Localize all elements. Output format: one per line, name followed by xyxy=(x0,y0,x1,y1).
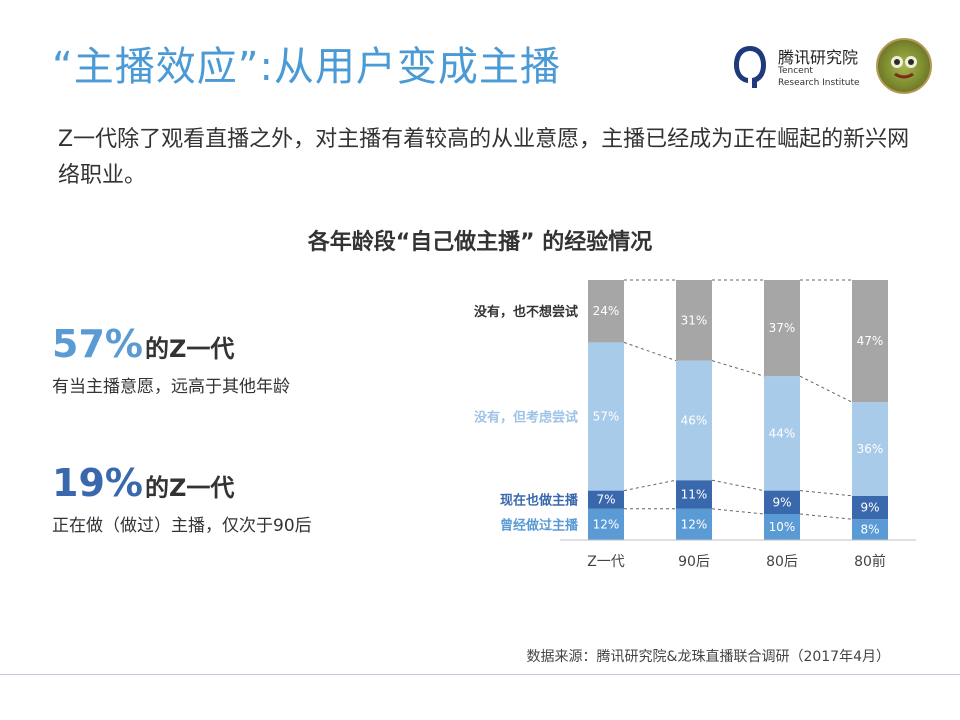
value-label: 46% xyxy=(681,413,708,427)
legend-label: 曾经做过主播 xyxy=(500,517,579,533)
legend-label: 现在也做主播 xyxy=(500,493,579,509)
value-label: 12% xyxy=(681,517,708,531)
connector-line xyxy=(799,513,853,520)
avatar-badge xyxy=(876,38,932,94)
stat-1-headline: 57%的Z一代 xyxy=(52,322,234,366)
bar-segment xyxy=(852,495,888,520)
logo-cn-name: 腾讯研究院 xyxy=(778,48,859,67)
bar-segment xyxy=(588,490,624,509)
tencent-research-logo: 腾讯研究院 Tencent Research Institute xyxy=(730,38,932,94)
bar-segment xyxy=(852,519,888,540)
stat-2-suffix: 的Z一代 xyxy=(144,474,235,502)
bar-segment xyxy=(852,280,888,403)
bar-segment xyxy=(676,280,712,361)
bar-segment xyxy=(764,490,800,514)
bar-segment xyxy=(764,376,800,491)
bar-segment xyxy=(764,514,800,540)
bar-segment xyxy=(676,480,712,509)
logo-en-line1: Tencent xyxy=(778,66,813,76)
stat-2-desc: 正在做（做过）主播，仅次于90后 xyxy=(52,516,312,536)
value-label: 7% xyxy=(596,493,615,507)
category-label: 80前 xyxy=(854,553,886,570)
connector-line xyxy=(799,490,853,497)
value-label: 36% xyxy=(857,442,884,456)
bar-segment xyxy=(676,360,712,481)
connector-line xyxy=(711,479,765,492)
description-text: Z一代除了观看直播之外，对主播有着较高的从业意愿，主播已经成为正在崛起的新兴网络… xyxy=(58,127,910,188)
connector-line xyxy=(799,375,853,403)
source-note: 数据来源：腾讯研究院&龙珠直播联合调研（2017年4月） xyxy=(526,649,890,665)
category-label: 90后 xyxy=(678,554,710,570)
chart-title: 各年龄段“自己做主播” 的经验情况 xyxy=(307,230,653,255)
value-label: 24% xyxy=(593,304,620,318)
bar-segment xyxy=(588,342,624,491)
value-label: 9% xyxy=(772,495,791,509)
connector-line xyxy=(711,508,765,515)
connector-line xyxy=(623,479,677,492)
stat-2-headline: 19%的Z一代 xyxy=(52,461,234,505)
value-label: 47% xyxy=(857,334,884,348)
value-label: 12% xyxy=(593,517,620,531)
bar-segment xyxy=(588,508,624,540)
mascot-icon xyxy=(891,56,917,79)
stat-1-desc: 有当主播意愿，远高于其他年龄 xyxy=(52,377,290,397)
connector-line xyxy=(623,341,677,362)
logo-mark-icon xyxy=(734,46,766,88)
bar-segment xyxy=(588,280,624,343)
connector-line xyxy=(711,360,765,377)
bottom-divider xyxy=(0,674,960,675)
stat-1-value: 57% xyxy=(52,322,143,366)
category-label: 80后 xyxy=(766,554,798,570)
legend-label: 没有，也不想尝试 xyxy=(474,304,578,320)
stat-2-value: 19% xyxy=(52,461,143,505)
bar-segment xyxy=(676,508,712,540)
bar-segment xyxy=(852,402,888,496)
value-label: 10% xyxy=(769,520,796,534)
logo-en-line2: Research Institute xyxy=(778,78,860,88)
stat-1-suffix: 的Z一代 xyxy=(144,335,235,363)
value-label: 37% xyxy=(769,321,796,335)
category-label: Z一代 xyxy=(587,554,625,570)
value-label: 8% xyxy=(860,523,879,537)
value-label: 9% xyxy=(860,501,879,515)
page-title: “主播效应”:从用户变成主播 xyxy=(52,44,561,90)
value-label: 57% xyxy=(593,410,620,424)
value-label: 11% xyxy=(681,488,708,502)
value-label: 31% xyxy=(681,313,708,327)
bar-segment xyxy=(764,280,800,377)
value-label: 44% xyxy=(769,426,796,440)
legend-label: 没有，但考虑尝试 xyxy=(474,410,578,426)
